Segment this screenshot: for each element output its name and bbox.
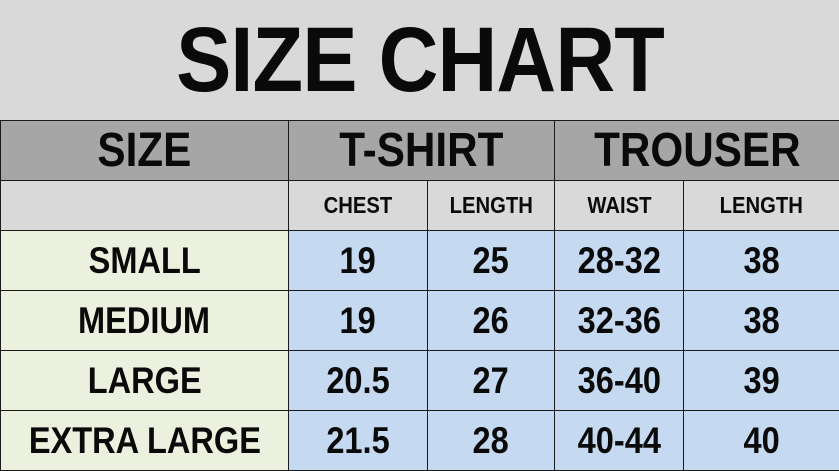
trouser-length-cell: 40 [683,410,839,471]
chest-cell: 20.5 [288,350,428,411]
chest-cell: 19 [288,290,428,351]
table-row: EXTRA LARGE 21.5 28 40-44 40 [0,410,839,471]
title-text: SIZE CHART [175,9,665,111]
group-header-row: SIZE T-SHIRT TROUSER [0,120,839,181]
chest-cell: 21.5 [288,410,428,471]
tshirt-length-header: LENGTH [427,180,555,231]
page-title: SIZE CHART [0,0,839,120]
trouser-length-cell: 39 [683,350,839,411]
sub-header-row: CHEST LENGTH WAIST LENGTH [0,180,839,231]
waist-cell: 40-44 [554,410,684,471]
chest-header: CHEST [288,180,428,231]
size-cell: SMALL [0,230,289,291]
empty-header-cell [0,180,289,231]
waist-header: WAIST [554,180,684,231]
size-header: SIZE [0,120,289,181]
trouser-length-header: LENGTH [683,180,839,231]
trouser-length-cell: 38 [683,230,839,291]
trouser-length-cell: 38 [683,290,839,351]
tshirt-length-cell: 26 [427,290,555,351]
waist-cell: 36-40 [554,350,684,411]
size-cell: EXTRA LARGE [0,410,289,471]
chest-cell: 19 [288,230,428,291]
table-row: SMALL 19 25 28-32 38 [0,230,839,291]
waist-cell: 32-36 [554,290,684,351]
tshirt-length-cell: 27 [427,350,555,411]
table-row: MEDIUM 19 26 32-36 38 [0,290,839,351]
table-row: LARGE 20.5 27 36-40 39 [0,350,839,411]
trouser-header: TROUSER [554,120,839,181]
tshirt-header: T-SHIRT [288,120,555,181]
size-cell: LARGE [0,350,289,411]
size-chart-table: SIZE T-SHIRT TROUSER CHEST LENGTH WAIST … [0,120,839,471]
tshirt-length-cell: 28 [427,410,555,471]
size-cell: MEDIUM [0,290,289,351]
tshirt-length-cell: 25 [427,230,555,291]
waist-cell: 28-32 [554,230,684,291]
